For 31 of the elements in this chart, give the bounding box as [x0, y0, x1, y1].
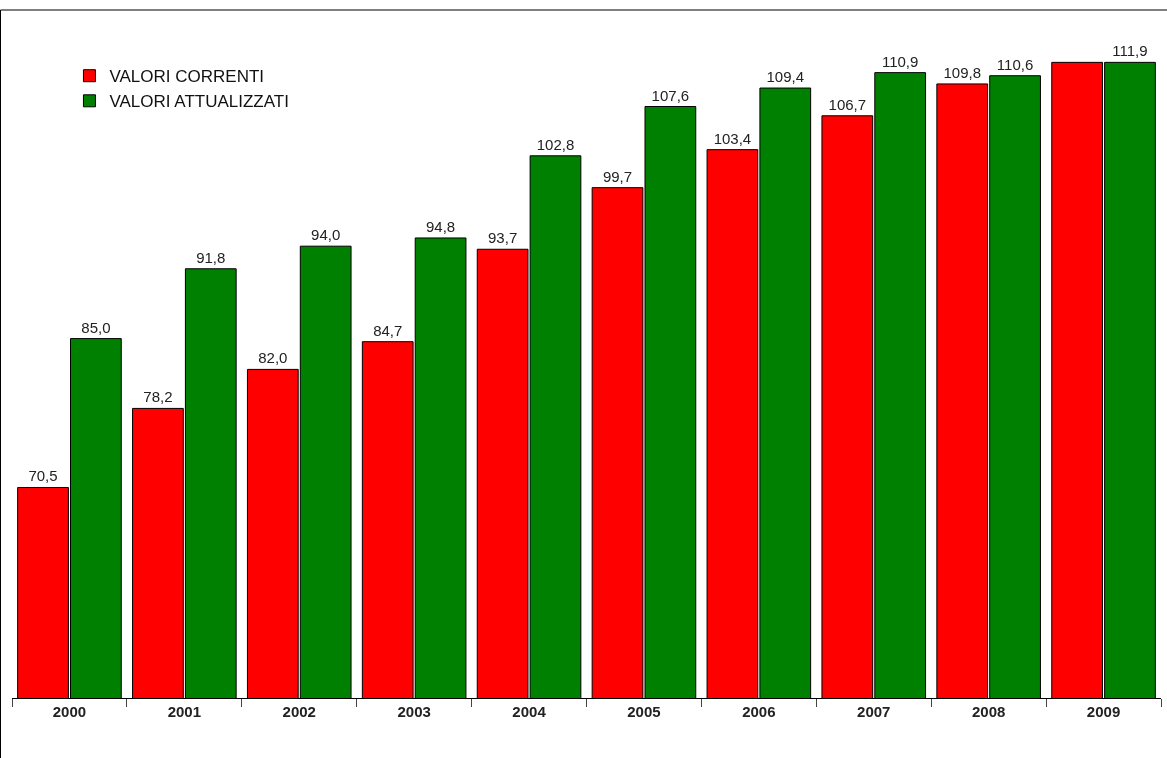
data-label: 106,7	[828, 95, 867, 113]
data-label: 82,0	[258, 349, 288, 367]
data-label: 110,6	[996, 55, 1034, 73]
x-tick-label: 2009	[1086, 703, 1121, 720]
data-label: 109,4	[766, 68, 805, 86]
x-tick-label: 2008	[971, 703, 1006, 720]
data-label: 70,5	[28, 467, 58, 485]
data-label: 85,0	[81, 318, 111, 336]
x-tick-label: 2007	[857, 703, 891, 720]
data-label: 103,4	[713, 129, 752, 147]
data-label: 84,7	[373, 321, 403, 339]
data-label: 93,7	[488, 229, 518, 247]
data-label: 102,8	[536, 135, 575, 153]
data-label: 111,9	[1112, 42, 1148, 60]
data-label: 107,6	[651, 86, 690, 104]
legend-label: VALORI CORRENTI	[109, 67, 265, 87]
data-label: 94,8	[425, 217, 456, 235]
x-tick-label: 2006	[742, 703, 776, 720]
data-label: 78,2	[143, 388, 173, 406]
data-label: 109,8	[943, 63, 981, 81]
x-tick-label: 2002	[282, 703, 316, 720]
data-label: 91,8	[196, 248, 226, 266]
x-tick-label: 2004	[512, 703, 547, 720]
legend-label: VALORI ATTUALIZZATI	[109, 92, 289, 112]
x-tick-label: 2005	[627, 703, 661, 720]
data-label: 110,9	[881, 52, 919, 70]
x-tick-label: 2000	[52, 703, 87, 720]
data-label: 94,0	[311, 226, 341, 244]
x-tick-label: 2001	[167, 703, 202, 720]
data-label: 99,7	[602, 167, 633, 185]
x-tick-label: 2003	[397, 703, 431, 720]
